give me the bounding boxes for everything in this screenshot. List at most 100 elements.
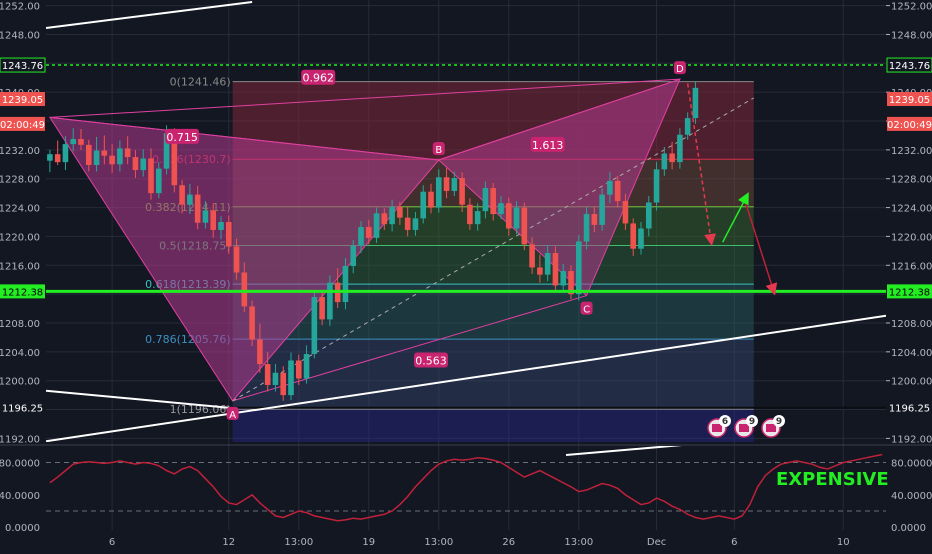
left-tick-7: 1220.00 — [0, 232, 40, 243]
candle-41 — [365, 219, 372, 245]
candle-body — [132, 157, 139, 171]
candle-body — [607, 180, 613, 195]
event-icons[interactable]: 6 9 9 — [707, 415, 785, 438]
candle-38 — [342, 258, 349, 310]
candle-36 — [327, 275, 333, 326]
candle-body — [85, 144, 92, 166]
candle-body — [614, 180, 621, 202]
candle-32 — [295, 354, 302, 386]
candle-body — [435, 177, 442, 208]
candle-60 — [513, 201, 520, 235]
event-icon-flag — [766, 424, 776, 432]
left-osc-tick-1: 40.0000 — [0, 491, 40, 502]
right-tick-2: 1200.00 — [891, 377, 932, 388]
candle-83 — [692, 82, 699, 124]
ratio-3-label: 0.563 — [415, 354, 447, 367]
tag-1239-left-bg — [0, 92, 45, 107]
event-icon-flag — [712, 424, 722, 432]
candle-46 — [404, 206, 411, 237]
candle-55 — [474, 203, 481, 231]
event-icon-flag — [739, 424, 749, 432]
candle-49 — [428, 183, 434, 214]
point-D-bg — [673, 61, 686, 75]
right-osc-tick-0: 0.0000 — [891, 523, 926, 534]
candle-50 — [435, 169, 442, 213]
candle-3 — [70, 128, 77, 152]
candle-74 — [622, 193, 629, 230]
candle-2 — [62, 136, 69, 171]
candle-body — [645, 202, 652, 229]
ratio-1-label: 1.613 — [532, 139, 564, 152]
arrow-down-1 — [686, 83, 717, 246]
left-tick-15: 1252.00 — [0, 2, 40, 13]
tag-1196-right-text: 1196.25 — [889, 404, 930, 415]
time-tick-4: 13:00 — [424, 537, 453, 548]
left-tick-4: 1208.00 — [0, 319, 40, 330]
candle-29 — [272, 364, 279, 392]
drawn-lines[interactable] — [46, 1, 886, 442]
time-tick-9: 10 — [837, 537, 850, 548]
left-osc-tick-0: 0.0000 — [5, 523, 40, 534]
candle-78 — [653, 162, 660, 211]
candle-body — [397, 206, 403, 218]
time-tick-5: 26 — [502, 537, 515, 548]
time-axis[interactable]: 6 12 13:00 19 13:00 26 13:00 Dec 6 10 — [109, 537, 850, 548]
tag-timer-right-bg — [887, 116, 932, 131]
time-tick-1: 12 — [222, 537, 235, 548]
right-tick-14: 1248.00 — [891, 30, 932, 41]
time-tick-3: 19 — [362, 537, 375, 548]
candle-body — [513, 207, 520, 229]
candle-62 — [529, 237, 535, 274]
candle-35 — [319, 291, 325, 326]
candle-66 — [560, 263, 567, 293]
tag-1239-right-bg — [887, 92, 932, 107]
candle-body — [692, 87, 699, 119]
tag-1243-left-bg — [0, 57, 46, 73]
candle-79 — [661, 146, 668, 176]
right-tick-6: 1216.00 — [891, 261, 932, 272]
candle-body — [630, 223, 637, 249]
candle-34 — [311, 291, 318, 359]
right-price-axis[interactable]: 1192.00 1200.00 1204.00 1208.00 1216.00 1220.… — [886, 2, 932, 535]
right-osc-tick-1: 40.0000 — [891, 491, 932, 502]
candle-47 — [412, 211, 419, 236]
candle-body — [295, 360, 302, 379]
time-tick-0: 6 — [109, 537, 115, 548]
candle-body — [163, 133, 170, 169]
candle-12 — [140, 149, 147, 177]
candle-68 — [575, 234, 582, 301]
candle-8 — [109, 144, 115, 173]
left-tick-6: 1216.00 — [0, 261, 40, 272]
pattern-xb — [49, 116, 439, 161]
left-tick-0: 1192.00 — [0, 434, 40, 445]
candle-body — [474, 211, 481, 225]
candle-body — [583, 214, 590, 242]
candle-body — [389, 206, 395, 225]
candle-body — [467, 204, 473, 225]
tag-1243-right-text: 1243.76 — [889, 61, 930, 72]
candle-body — [552, 253, 559, 286]
candle-17 — [179, 180, 185, 214]
time-tick-6: 13:00 — [564, 537, 593, 548]
calendar-event-icon-0: 6 — [707, 415, 731, 438]
candle-body — [350, 245, 357, 266]
candlestick-series — [47, 82, 699, 401]
arrow-down-2 — [745, 203, 778, 296]
candle-45 — [397, 201, 403, 225]
tag-1243-left-text: 1243.76 — [2, 61, 43, 72]
candle-body — [591, 214, 598, 225]
candle-body — [327, 282, 333, 320]
candle-19 — [194, 185, 201, 230]
candle-body — [373, 213, 380, 238]
candle-body — [233, 246, 240, 273]
candle-80 — [669, 141, 675, 170]
oscillator-panel — [46, 446, 886, 522]
tag-1196-left-text: 1196.25 — [2, 404, 43, 415]
candle-body — [54, 154, 61, 163]
candle-6 — [93, 136, 100, 172]
ratio-0-label: 0.715 — [166, 131, 198, 144]
time-tick-7: Dec — [647, 537, 666, 548]
candle-body — [560, 271, 567, 286]
